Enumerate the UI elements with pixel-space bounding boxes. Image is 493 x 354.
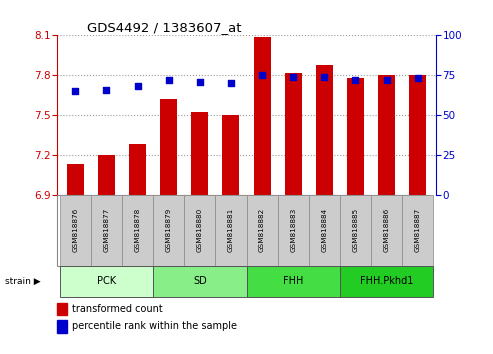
Text: GSM818882: GSM818882 (259, 208, 265, 252)
Text: GSM818878: GSM818878 (135, 208, 141, 252)
Bar (316, 65, 333, 195)
FancyBboxPatch shape (215, 195, 246, 266)
Text: GSM818886: GSM818886 (384, 208, 389, 252)
Point (103, 87, 110, 92)
Point (383, 77, 390, 83)
Point (289, 74, 297, 80)
FancyBboxPatch shape (246, 266, 340, 297)
Text: GSM818885: GSM818885 (352, 208, 358, 252)
FancyBboxPatch shape (153, 266, 246, 297)
FancyBboxPatch shape (153, 195, 184, 266)
Text: GSM818877: GSM818877 (104, 208, 109, 252)
Bar (284, 73, 302, 195)
Text: strain ▶: strain ▶ (5, 277, 40, 286)
Bar (347, 78, 364, 195)
Text: percentile rank within the sample: percentile rank within the sample (72, 321, 237, 331)
Text: GDS4492 / 1383607_at: GDS4492 / 1383607_at (87, 21, 242, 34)
Text: FHH: FHH (283, 276, 303, 286)
Text: transformed count: transformed count (72, 304, 163, 314)
Point (352, 77, 359, 83)
Bar (67, 164, 84, 195)
FancyBboxPatch shape (184, 195, 215, 266)
Point (134, 84, 141, 89)
Bar (222, 115, 240, 195)
Text: PCK: PCK (97, 276, 116, 286)
Point (196, 79, 204, 84)
Bar (409, 75, 426, 195)
Bar (57, 320, 67, 333)
Point (414, 76, 422, 81)
FancyBboxPatch shape (122, 195, 153, 266)
Text: GSM818876: GSM818876 (72, 208, 78, 252)
Point (258, 72, 266, 78)
Text: FHH.Pkhd1: FHH.Pkhd1 (360, 276, 413, 286)
Text: GSM818881: GSM818881 (228, 208, 234, 252)
Text: GSM818887: GSM818887 (415, 208, 421, 252)
Point (320, 74, 328, 80)
FancyBboxPatch shape (402, 195, 433, 266)
Bar (378, 75, 395, 195)
FancyBboxPatch shape (278, 195, 309, 266)
FancyBboxPatch shape (60, 266, 153, 297)
FancyBboxPatch shape (340, 266, 433, 297)
Point (165, 77, 173, 83)
Bar (253, 37, 271, 195)
Point (71, 88, 79, 94)
FancyBboxPatch shape (340, 195, 371, 266)
FancyBboxPatch shape (309, 195, 340, 266)
Text: GSM818883: GSM818883 (290, 208, 296, 252)
Bar (191, 113, 209, 195)
FancyBboxPatch shape (246, 195, 278, 266)
FancyBboxPatch shape (91, 195, 122, 266)
FancyBboxPatch shape (60, 195, 91, 266)
Bar (160, 99, 177, 195)
Bar (129, 144, 146, 195)
FancyBboxPatch shape (371, 195, 402, 266)
Bar (57, 303, 67, 315)
Text: GSM818884: GSM818884 (321, 208, 327, 252)
Text: SD: SD (193, 276, 207, 286)
Point (227, 80, 235, 86)
Bar (98, 155, 115, 195)
Text: GSM818879: GSM818879 (166, 208, 172, 252)
Text: GSM818880: GSM818880 (197, 208, 203, 252)
